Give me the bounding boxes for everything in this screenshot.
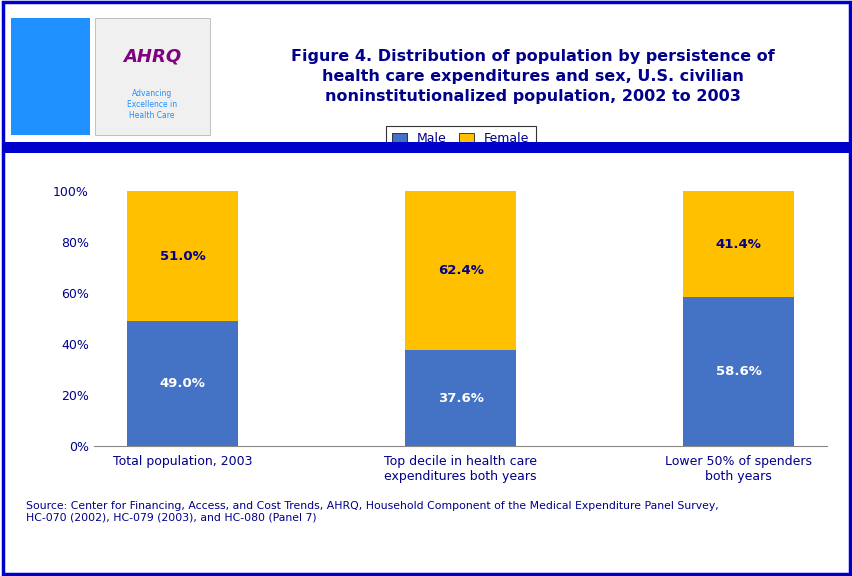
Bar	[405, 191, 515, 350]
Text: AHRQ: AHRQ	[123, 48, 181, 66]
FancyBboxPatch shape	[11, 18, 90, 135]
FancyBboxPatch shape	[95, 18, 210, 135]
Text: 37.6%: 37.6%	[437, 392, 483, 405]
Bar	[405, 350, 515, 446]
Text: 51.0%: 51.0%	[159, 250, 205, 263]
Legend: Male, Female: Male, Female	[385, 126, 535, 151]
Text: 41.4%: 41.4%	[715, 238, 761, 251]
Text: Advancing
Excellence in
Health Care: Advancing Excellence in Health Care	[127, 89, 177, 120]
Text: 58.6%: 58.6%	[715, 365, 761, 378]
Text: Figure 4. Distribution of population by persistence of
health care expenditures : Figure 4. Distribution of population by …	[291, 49, 774, 104]
Bar	[127, 191, 238, 321]
Bar	[127, 321, 238, 446]
Bar	[682, 191, 793, 297]
Bar	[682, 297, 793, 446]
Text: 49.0%: 49.0%	[159, 377, 205, 391]
Text: Source: Center for Financing, Access, and Cost Trends, AHRQ, Household Component: Source: Center for Financing, Access, an…	[26, 501, 717, 523]
Text: 62.4%: 62.4%	[437, 264, 483, 278]
